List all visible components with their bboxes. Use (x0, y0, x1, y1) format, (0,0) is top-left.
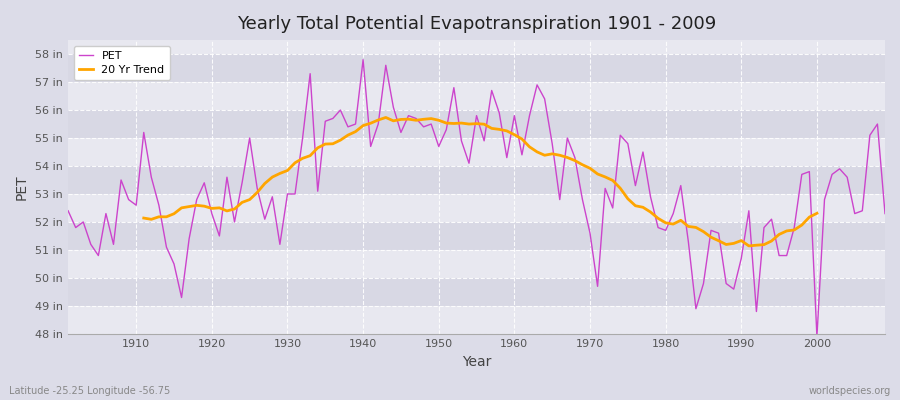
Bar (68, 82, 885, 110)
Bar (68, 166, 885, 194)
PET (509, 113, 520, 118)
20 Yr Trend (230, 206, 240, 211)
Bar (68, 250, 885, 278)
20 Yr Trend (615, 186, 626, 191)
PET (357, 57, 368, 62)
Bar (68, 194, 885, 222)
PET (290, 192, 301, 196)
Text: worldspecies.org: worldspecies.org (809, 386, 891, 396)
PET (335, 108, 346, 112)
Bar (68, 278, 885, 306)
Line: 20 Yr Trend: 20 Yr Trend (144, 118, 817, 246)
Line: PET: PET (68, 60, 885, 337)
20 Yr Trend (343, 133, 354, 138)
Bar (68, 138, 885, 166)
20 Yr Trend (381, 115, 392, 120)
Bar (68, 54, 885, 82)
Legend: PET, 20 Yr Trend: PET, 20 Yr Trend (74, 46, 170, 80)
Bar (68, 306, 885, 334)
PET (608, 206, 618, 210)
Bar (68, 222, 885, 250)
20 Yr Trend (706, 235, 716, 240)
20 Yr Trend (743, 244, 754, 248)
20 Yr Trend (796, 223, 807, 228)
PET (879, 211, 890, 216)
20 Yr Trend (721, 242, 732, 247)
Bar (68, 110, 885, 138)
PET (812, 334, 823, 339)
PET (517, 152, 527, 157)
Y-axis label: PET: PET (15, 174, 29, 200)
20 Yr Trend (812, 211, 823, 216)
X-axis label: Year: Year (462, 355, 491, 369)
Text: Latitude -25.25 Longitude -56.75: Latitude -25.25 Longitude -56.75 (9, 386, 170, 396)
PET (63, 208, 74, 213)
Title: Yearly Total Potential Evapotranspiration 1901 - 2009: Yearly Total Potential Evapotranspiratio… (237, 15, 716, 33)
20 Yr Trend (139, 216, 149, 220)
PET (123, 197, 134, 202)
